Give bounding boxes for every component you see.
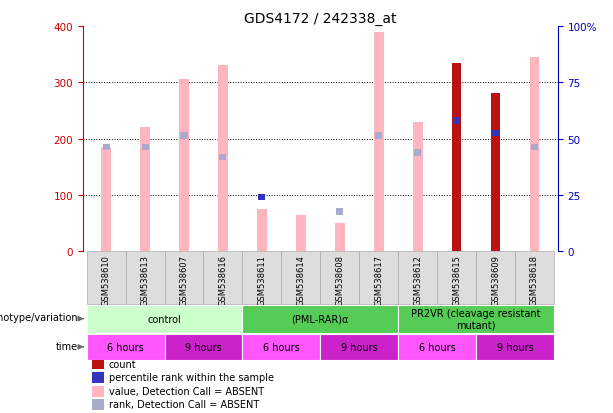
Text: GSM538617: GSM538617 [374,254,383,305]
Text: 6 hours: 6 hours [107,342,144,352]
Text: 6 hours: 6 hours [419,342,455,352]
Bar [398,334,476,360]
Text: time: time [56,341,78,351]
Bar [93,399,104,410]
Bar [413,122,422,252]
Text: PR2VR (cleavage resistant
mutant): PR2VR (cleavage resistant mutant) [411,308,541,330]
Bar [86,305,242,333]
Bar [257,209,267,252]
Text: GSM538618: GSM538618 [530,254,539,305]
Text: genotype/variation: genotype/variation [0,313,78,323]
Bar [530,58,539,252]
Text: percentile rank within the sample: percentile rank within the sample [109,373,274,382]
Bar [219,154,226,161]
Bar [490,94,500,252]
Bar [476,334,554,360]
Bar [359,252,398,304]
Bar [218,66,228,252]
Text: 9 hours: 9 hours [497,342,533,352]
Bar [204,252,242,304]
Bar [140,128,150,252]
Bar [452,63,462,252]
Text: GSM538613: GSM538613 [140,254,150,305]
Text: 6 hours: 6 hours [263,342,300,352]
Bar [86,252,126,304]
Bar [492,130,499,137]
Text: rank, Detection Call = ABSENT: rank, Detection Call = ABSENT [109,399,259,409]
Bar [142,144,148,151]
Text: GSM538607: GSM538607 [180,254,189,305]
Bar [93,358,104,370]
Text: (PML-RAR)α: (PML-RAR)α [292,314,349,324]
Bar [531,144,538,151]
Bar [164,252,204,304]
Bar [452,63,462,252]
Bar [335,223,345,252]
Bar [179,80,189,252]
Bar [93,386,104,397]
Bar [321,252,359,304]
Text: GSM538616: GSM538616 [218,254,227,305]
Bar [164,334,242,360]
Bar [515,252,554,304]
Bar [490,94,500,252]
Bar [242,252,281,304]
Bar [180,133,188,140]
Bar [437,252,476,304]
Bar [398,252,437,304]
Text: value, Detection Call = ABSENT: value, Detection Call = ABSENT [109,386,264,396]
Text: 9 hours: 9 hours [185,342,222,352]
Text: GSM538612: GSM538612 [413,254,422,305]
Bar [476,252,515,304]
Bar [375,133,383,140]
Bar [321,334,398,360]
Text: count: count [109,359,137,369]
Bar [101,147,111,252]
Bar [86,334,164,360]
Text: control: control [148,314,181,324]
Bar [414,150,421,157]
Text: GSM538615: GSM538615 [452,254,461,305]
Bar [453,118,460,125]
Text: GSM538614: GSM538614 [296,254,305,305]
Text: GSM538610: GSM538610 [102,254,110,305]
Bar [374,33,384,252]
Bar [93,372,104,383]
Bar [258,194,265,201]
Bar [242,305,398,333]
Bar [296,215,306,252]
Bar [242,334,321,360]
Bar [102,144,110,151]
Bar [337,209,343,216]
Text: 9 hours: 9 hours [341,342,378,352]
Bar [281,252,321,304]
Text: GSM538608: GSM538608 [335,254,345,305]
Text: GSM538611: GSM538611 [257,254,267,305]
Bar [398,305,554,333]
Bar [126,252,164,304]
Title: GDS4172 / 242338_at: GDS4172 / 242338_at [244,12,397,26]
Text: GSM538609: GSM538609 [491,254,500,305]
